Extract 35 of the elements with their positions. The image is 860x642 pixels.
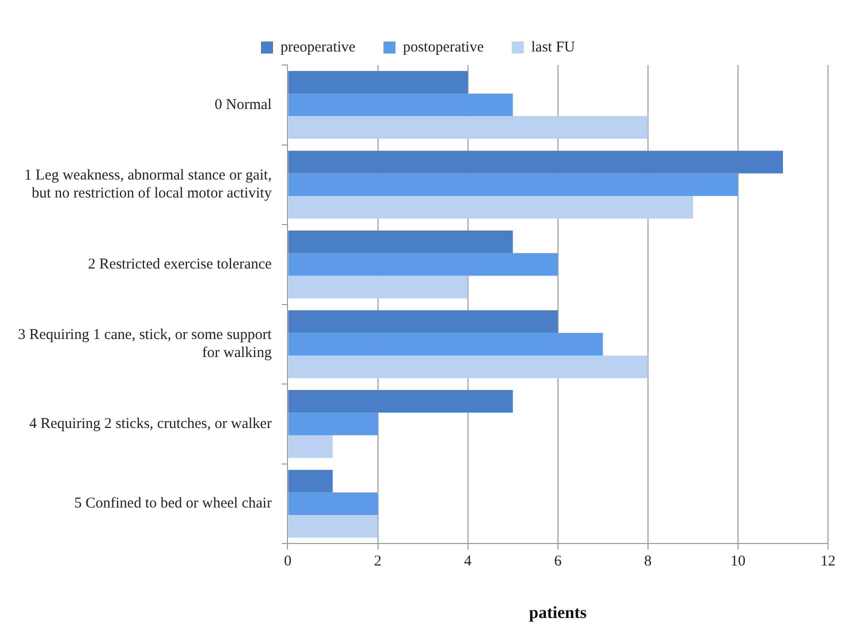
y-tick-label: 1 Leg weakness, abnormal stance or gait, but no restriction of local motor activity <box>24 168 272 202</box>
bar <box>288 355 648 378</box>
x-tick-label: 0 <box>284 554 292 570</box>
legend-label: postoperative <box>402 39 484 56</box>
bar <box>288 276 468 298</box>
bar <box>288 470 333 492</box>
legend-label: preoperative <box>280 39 356 56</box>
y-tick-label: 5 Confined to bed or wheel chair <box>74 496 272 512</box>
x-tick-label: 4 <box>464 554 472 570</box>
bar <box>288 412 378 436</box>
bar <box>288 173 738 196</box>
y-tick-label: 4 Requiring 2 sticks, crutches, or walker <box>29 416 272 432</box>
y-tick-label: 0 Normal <box>214 96 272 113</box>
bar <box>288 310 558 333</box>
x-tick-label: 10 <box>730 554 746 570</box>
bar <box>288 230 513 254</box>
bar <box>288 435 333 458</box>
x-tick-label: 12 <box>820 554 836 570</box>
bar <box>288 150 783 174</box>
x-tick-label: 6 <box>554 554 562 570</box>
bar <box>288 332 603 356</box>
x-tick-label: 2 <box>374 554 382 570</box>
legend-label: last FU <box>531 39 576 56</box>
x-tick-label: 8 <box>644 554 652 570</box>
bar <box>288 116 648 139</box>
y-tick-label: 3 Requiring 1 cane, stick, or some support for walking <box>18 327 273 362</box>
bar <box>288 196 693 219</box>
y-tick-label: 2 Restricted exercise tolerance <box>88 256 272 272</box>
bar <box>288 70 468 94</box>
x-axis-title: patients <box>529 603 588 622</box>
bar <box>288 492 378 516</box>
bar <box>288 390 513 413</box>
bar <box>288 515 378 538</box>
bar <box>288 94 513 116</box>
bar <box>288 253 558 276</box>
